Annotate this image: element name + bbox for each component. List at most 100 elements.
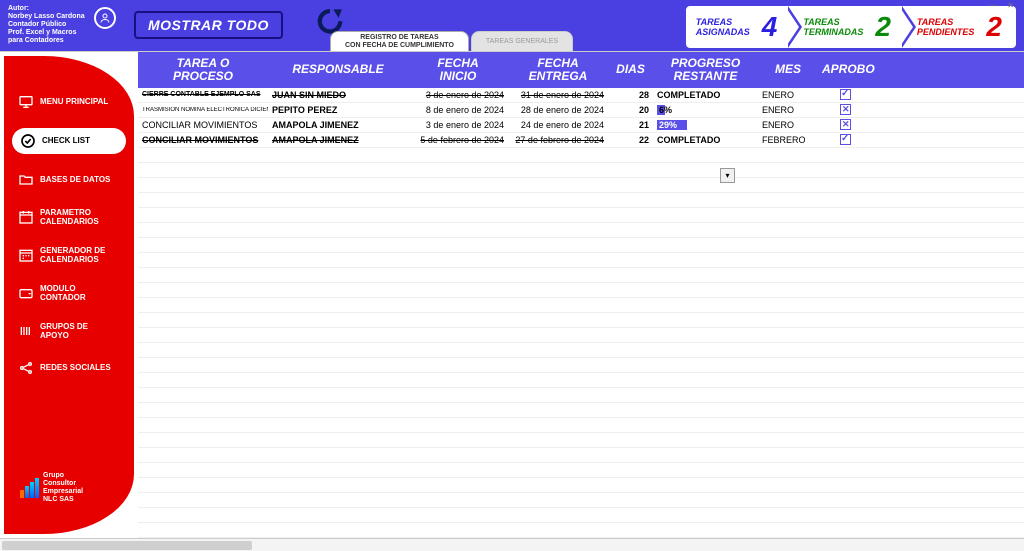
cell-dias: 20 [608, 105, 653, 115]
cell-responsable: AMAPOLA JIMENEZ [268, 135, 408, 145]
cell-aprobo [818, 104, 873, 115]
table-row-empty[interactable] [138, 178, 1024, 193]
table-row[interactable]: TRASMISION NOMINA ELECTRONICA DICIEMBREP… [138, 103, 1024, 118]
sidebar-item-3[interactable]: PARAMETRO CALENDARIOS [4, 206, 134, 228]
cell-fecha-inicio: 5 de febrero de 2024 [408, 135, 508, 145]
table-row-empty[interactable] [138, 388, 1024, 403]
stat-2: TAREAS PENDIENTES 2 [899, 6, 1016, 48]
table-row-empty[interactable] [138, 373, 1024, 388]
table-row-empty[interactable] [138, 358, 1024, 373]
cell-dias: 28 [608, 90, 653, 100]
stat-1: TAREAS TERMINADAS2 [785, 6, 899, 48]
sidebar-item-label: MODULO CONTADOR [40, 284, 86, 302]
cell-tarea: TRASMISION NOMINA ELECTRONICA DICIEMBRE [138, 107, 268, 113]
folder-icon [18, 172, 34, 188]
th-progreso: PROGRESO RESTANTE [653, 55, 758, 85]
cell-fecha-entrega: 24 de enero de 2024 [508, 120, 608, 130]
sidebar-item-label: PARAMETRO CALENDARIOS [40, 208, 99, 226]
main-panel: TAREA O PROCESO RESPONSABLE FECHA INICIO… [138, 52, 1024, 538]
sidebar-item-4[interactable]: GENERADOR DE CALENDARIOS [4, 244, 134, 266]
stat-0: TAREAS ASIGNADAS4 [686, 6, 786, 48]
stats-panel: TAREAS ASIGNADAS4TAREAS TERMINADAS2TAREA… [686, 6, 1016, 48]
table-row-empty[interactable] [138, 433, 1024, 448]
sidebar-logo[interactable]: Grupo Consultor Empresarial NLC SAS [4, 472, 134, 504]
table-row-empty[interactable] [138, 478, 1024, 493]
th-fecha-inicio: FECHA INICIO [408, 55, 508, 85]
stat-value: 2 [986, 11, 1002, 43]
cell-responsable: AMAPOLA JIMENEZ [268, 120, 408, 130]
sidebar-item-5[interactable]: MODULO CONTADOR [4, 282, 134, 304]
aprobo-checkbox[interactable] [840, 134, 851, 145]
tab-1[interactable]: TAREAS GENERALES [471, 31, 573, 51]
sidebar-item-label: MENU PRINCIPAL [40, 97, 108, 106]
table-row[interactable]: CIERRE CONTABLE EJEMPLO SASJUAN SIN MIED… [138, 88, 1024, 103]
aprobo-checkbox[interactable] [840, 119, 851, 130]
table-row-empty[interactable] [138, 193, 1024, 208]
table-row-empty[interactable] [138, 493, 1024, 508]
th-mes: MES [758, 61, 818, 78]
table-row-empty[interactable] [138, 448, 1024, 463]
sidebar-item-0[interactable]: MENU PRINCIPAL [4, 92, 134, 112]
sidebar-item-6[interactable]: GRUPOS DE APOYO [4, 320, 134, 342]
aprobo-checkbox[interactable] [840, 89, 851, 100]
table-row-empty[interactable] [138, 253, 1024, 268]
horizontal-scrollbar[interactable] [0, 538, 1024, 551]
window-controls[interactable]: ― ✕ [989, 1, 1018, 10]
table-body[interactable]: CIERRE CONTABLE EJEMPLO SASJUAN SIN MIED… [138, 88, 1024, 538]
stat-value: 4 [762, 11, 778, 43]
table-row-empty[interactable] [138, 418, 1024, 433]
calendar2-icon [18, 247, 34, 263]
table-row-empty[interactable] [138, 508, 1024, 523]
table-row[interactable]: CONCILIAR MOVIMIENTOSAMAPOLA JIMENEZ5 de… [138, 133, 1024, 148]
cell-tarea: CONCILIAR MOVIMIENTOS [138, 120, 268, 130]
show-all-button[interactable]: MOSTRAR TODO [134, 11, 283, 39]
cell-fecha-entrega: 28 de enero de 2024 [508, 105, 608, 115]
cell-dias: 21 [608, 120, 653, 130]
sidebar-item-7[interactable]: REDES SOCIALES [4, 358, 134, 378]
cell-fecha-entrega: 27 de febrero de 2024 [508, 135, 608, 145]
cell-mes: ENERO [758, 120, 818, 130]
sidebar-item-label: GRUPOS DE APOYO [40, 322, 88, 340]
table-row-empty[interactable] [138, 208, 1024, 223]
author-block: Autor: Norbey Lasso Cardona Contador Púb… [0, 1, 120, 49]
check-icon [20, 133, 36, 149]
sidebar-item-label: BASES DE DATOS [40, 175, 110, 184]
table-row-empty[interactable] [138, 403, 1024, 418]
cell-fecha-inicio: 8 de enero de 2024 [408, 105, 508, 115]
cell-aprobo [818, 134, 873, 145]
table-row-empty[interactable] [138, 298, 1024, 313]
share-icon [18, 360, 34, 376]
table-row-empty[interactable] [138, 283, 1024, 298]
sidebar-item-label: REDES SOCIALES [40, 363, 111, 372]
sidebar-item-2[interactable]: BASES DE DATOS [4, 170, 134, 190]
cell-progreso: 6% [653, 105, 758, 115]
cell-aprobo [818, 89, 873, 100]
aprobo-checkbox[interactable] [840, 104, 851, 115]
cell-mes: ENERO [758, 90, 818, 100]
sidebar-item-1[interactable]: CHECK LIST [12, 128, 126, 154]
table-row-empty[interactable] [138, 328, 1024, 343]
table-row-empty[interactable] [138, 238, 1024, 253]
table-row-empty[interactable] [138, 148, 1024, 163]
cell-progreso: 29% [653, 120, 758, 130]
cell-aprobo [818, 119, 873, 130]
author-course: Prof. Excel y Macros para Contadores [8, 29, 92, 45]
table-row-empty[interactable] [138, 343, 1024, 358]
table-row-empty[interactable] [138, 313, 1024, 328]
scrollbar-thumb[interactable] [2, 541, 252, 550]
stat-label: TAREAS PENDIENTES [917, 17, 975, 37]
table-row-empty[interactable] [138, 223, 1024, 238]
tab-0[interactable]: REGISTRO DE TAREAS CON FECHA DE CUMPLIMI… [330, 31, 469, 51]
cell-fecha-inicio: 3 de enero de 2024 [408, 120, 508, 130]
stat-value: 2 [875, 11, 891, 43]
logo-bars-icon [20, 478, 39, 498]
table-row-empty[interactable] [138, 268, 1024, 283]
sidebar-item-label: GENERADOR DE CALENDARIOS [40, 246, 105, 264]
dropdown-toggle[interactable]: ▾ [720, 168, 735, 183]
table-row-empty[interactable] [138, 523, 1024, 538]
th-aprobo: APROBO [818, 61, 873, 78]
group-icon [18, 323, 34, 339]
table-row-empty[interactable] [138, 463, 1024, 478]
table-row[interactable]: CONCILIAR MOVIMIENTOSAMAPOLA JIMENEZ3 de… [138, 118, 1024, 133]
table-row-empty[interactable] [138, 163, 1024, 178]
